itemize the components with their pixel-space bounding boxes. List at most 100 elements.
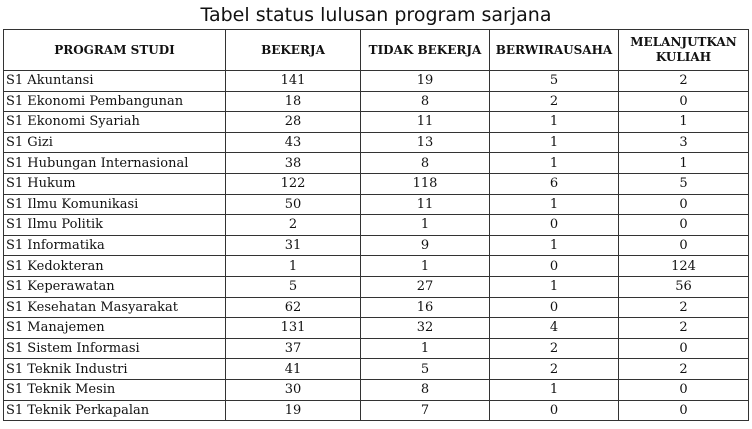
cell-bekerja: 19 [225, 399, 361, 422]
cell-program-studi: S1 Manajemen [3, 317, 226, 339]
cell-program-studi: S1 Kedokteran [3, 255, 226, 277]
cell-program-studi: S1 Teknik Industri [3, 358, 226, 380]
cell-tidak-bekerja: 19 [360, 70, 490, 92]
cell-berwirausaha: 1 [489, 234, 619, 257]
cell-tidak-bekerja: 11 [360, 111, 490, 133]
cell-tidak-bekerja: 7 [360, 399, 490, 422]
table-row: S1 Ilmu Politik 2 1 0 0 [3, 214, 749, 236]
cell-melanjutkan-kuliah: 1 [618, 111, 749, 133]
cell-bekerja: 30 [225, 378, 361, 401]
cell-berwirausaha: 1 [489, 193, 619, 216]
cell-program-studi: S1 Akuntansi [3, 70, 226, 92]
cell-program-studi: S1 Ilmu Politik [3, 214, 226, 236]
cell-berwirausaha: 1 [489, 111, 619, 133]
cell-bekerja: 28 [225, 111, 361, 133]
header-row: PROGRAM STUDI BEKERJA TIDAK BEKERJA BERW… [3, 29, 749, 71]
cell-program-studi: S1 Ilmu Komunikasi [3, 193, 226, 216]
cell-program-studi: S1 Hubungan Internasional [3, 152, 226, 174]
cell-melanjutkan-kuliah: 124 [618, 255, 749, 277]
header-melanjutkan-line1: MELANJUTKAN [630, 35, 737, 49]
cell-melanjutkan-kuliah: 0 [618, 214, 749, 236]
header-bekerja: BEKERJA [225, 29, 361, 71]
cell-berwirausaha: 1 [489, 378, 619, 401]
cell-melanjutkan-kuliah: 56 [618, 275, 749, 298]
cell-berwirausaha: 2 [489, 90, 619, 113]
cell-program-studi: S1 Kesehatan Masyarakat [3, 296, 226, 319]
table-row: S1 Ekonomi Pembangunan 18 8 2 0 [3, 90, 749, 113]
cell-berwirausaha: 1 [489, 131, 619, 154]
cell-melanjutkan-kuliah: 0 [618, 234, 749, 257]
cell-berwirausaha: 5 [489, 70, 619, 92]
cell-tidak-bekerja: 1 [360, 255, 490, 277]
table-row: S1 Ilmu Komunikasi 50 11 1 0 [3, 193, 749, 216]
cell-berwirausaha: 0 [489, 214, 619, 236]
cell-bekerja: 18 [225, 90, 361, 113]
cell-program-studi: S1 Teknik Mesin [3, 378, 226, 401]
table-row: S1 Teknik Industri 41 5 2 2 [3, 358, 749, 380]
cell-bekerja: 5 [225, 275, 361, 298]
table-row: S1 Kesehatan Masyarakat 62 16 0 2 [3, 296, 749, 319]
cell-program-studi: S1 Hukum [3, 172, 226, 195]
cell-tidak-bekerja: 8 [360, 152, 490, 174]
cell-tidak-bekerja: 13 [360, 131, 490, 154]
cell-melanjutkan-kuliah: 1 [618, 152, 749, 174]
table-row: S1 Teknik Mesin 30 8 1 0 [3, 378, 749, 401]
header-berwirausaha: BERWIRAUSAHA [489, 29, 619, 71]
table-row: S1 Hubungan Internasional 38 8 1 1 [3, 152, 749, 174]
cell-melanjutkan-kuliah: 0 [618, 399, 749, 422]
cell-berwirausaha: 0 [489, 296, 619, 319]
table-row: S1 Gizi 43 13 1 3 [3, 131, 749, 154]
header-melanjutkan-kuliah: MELANJUTKAN KULIAH [618, 29, 749, 71]
table-row: S1 Akuntansi 141 19 5 2 [3, 70, 749, 92]
cell-tidak-bekerja: 32 [360, 317, 490, 339]
table-row: S1 Manajemen 131 32 4 2 [3, 317, 749, 339]
cell-bekerja: 131 [225, 317, 361, 339]
cell-tidak-bekerja: 27 [360, 275, 490, 298]
table-row: S1 Teknik Perkapalan 19 7 0 0 [3, 399, 749, 422]
cell-melanjutkan-kuliah: 3 [618, 131, 749, 154]
cell-berwirausaha: 0 [489, 255, 619, 277]
cell-bekerja: 37 [225, 337, 361, 360]
table-row: S1 Sistem Informasi 37 1 2 0 [3, 337, 749, 360]
cell-bekerja: 62 [225, 296, 361, 319]
cell-melanjutkan-kuliah: 0 [618, 378, 749, 401]
cell-tidak-bekerja: 8 [360, 378, 490, 401]
cell-program-studi: S1 Sistem Informasi [3, 337, 226, 360]
cell-bekerja: 41 [225, 358, 361, 380]
graduate-status-table: PROGRAM STUDI BEKERJA TIDAK BEKERJA BERW… [3, 29, 749, 422]
cell-berwirausaha: 1 [489, 152, 619, 174]
cell-tidak-bekerja: 1 [360, 337, 490, 360]
cell-tidak-bekerja: 11 [360, 193, 490, 216]
cell-tidak-bekerja: 118 [360, 172, 490, 195]
cell-bekerja: 38 [225, 152, 361, 174]
table-row: S1 Ekonomi Syariah 28 11 1 1 [3, 111, 749, 133]
cell-tidak-bekerja: 8 [360, 90, 490, 113]
cell-berwirausaha: 1 [489, 275, 619, 298]
header-program-studi: PROGRAM STUDI [3, 29, 226, 71]
header-melanjutkan-line2: KULIAH [655, 50, 712, 64]
cell-melanjutkan-kuliah: 2 [618, 317, 749, 339]
cell-melanjutkan-kuliah: 2 [618, 296, 749, 319]
cell-bekerja: 141 [225, 70, 361, 92]
table-title: Tabel status lulusan program sarjana [200, 4, 552, 26]
table-row: S1 Keperawatan 5 27 1 56 [3, 275, 749, 298]
cell-tidak-bekerja: 16 [360, 296, 490, 319]
cell-melanjutkan-kuliah: 2 [618, 70, 749, 92]
cell-melanjutkan-kuliah: 0 [618, 337, 749, 360]
cell-bekerja: 43 [225, 131, 361, 154]
header-tidak-bekerja: TIDAK BEKERJA [360, 29, 490, 71]
cell-berwirausaha: 4 [489, 317, 619, 339]
cell-program-studi: S1 Gizi [3, 131, 226, 154]
table-body: S1 Akuntansi 141 19 5 2 S1 Ekonomi Pembanguna… [3, 70, 749, 422]
cell-berwirausaha: 0 [489, 399, 619, 422]
cell-bekerja: 122 [225, 172, 361, 195]
cell-program-studi: S1 Ekonomi Pembangunan [3, 90, 226, 113]
cell-bekerja: 50 [225, 193, 361, 216]
cell-melanjutkan-kuliah: 0 [618, 193, 749, 216]
cell-berwirausaha: 2 [489, 358, 619, 380]
cell-berwirausaha: 2 [489, 337, 619, 360]
cell-berwirausaha: 6 [489, 172, 619, 195]
cell-tidak-bekerja: 5 [360, 358, 490, 380]
cell-bekerja: 31 [225, 234, 361, 257]
cell-melanjutkan-kuliah: 5 [618, 172, 749, 195]
